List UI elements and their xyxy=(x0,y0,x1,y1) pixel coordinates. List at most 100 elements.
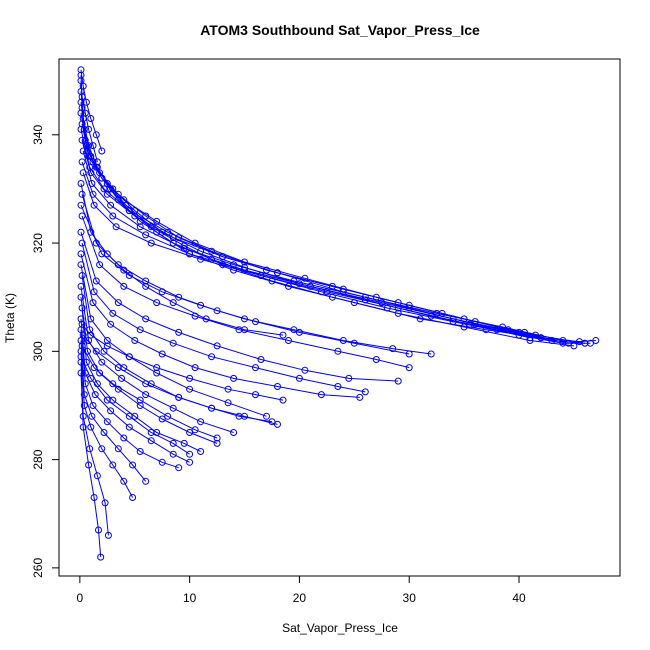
data-point xyxy=(328,293,336,301)
data-point xyxy=(153,369,161,377)
data-point xyxy=(169,404,177,412)
series-line xyxy=(80,232,399,382)
series-33 xyxy=(77,353,194,458)
data-point xyxy=(100,429,108,436)
data-point xyxy=(92,277,100,285)
data-point xyxy=(499,323,506,331)
series-7 xyxy=(77,125,528,336)
y-tick-label: 300 xyxy=(31,341,45,361)
data-point xyxy=(78,272,86,279)
data-point xyxy=(100,347,108,355)
data-point xyxy=(252,391,259,399)
data-point xyxy=(394,309,402,317)
chart-title: ATOM3 Southbound Sat_Vapor_Press_Ice xyxy=(200,22,480,38)
data-point xyxy=(109,309,117,317)
data-point xyxy=(394,299,402,307)
series-line xyxy=(80,329,179,469)
data-point xyxy=(118,374,126,382)
data-point xyxy=(323,288,331,296)
data-point xyxy=(559,337,567,344)
data-point xyxy=(191,426,199,434)
series-32 xyxy=(78,342,221,442)
data-point xyxy=(120,196,128,204)
data-point xyxy=(85,125,93,133)
data-point xyxy=(136,217,144,225)
data-point xyxy=(317,391,325,399)
data-point xyxy=(175,393,183,401)
series-26 xyxy=(77,337,150,485)
data-point xyxy=(169,439,177,447)
data-point xyxy=(274,269,281,277)
data-point xyxy=(109,380,117,388)
data-point xyxy=(339,337,347,344)
data-point xyxy=(114,445,122,453)
data-point xyxy=(78,190,86,198)
data-point xyxy=(230,374,238,382)
data-point xyxy=(77,71,85,79)
data-point xyxy=(208,353,216,361)
x-tick-label: 0 xyxy=(77,591,84,605)
data-point xyxy=(96,261,104,269)
data-point xyxy=(100,185,108,193)
data-point xyxy=(142,477,150,485)
data-point xyxy=(235,326,243,334)
x-tick-label: 10 xyxy=(183,591,197,605)
data-point xyxy=(97,553,105,561)
data-point xyxy=(107,320,115,328)
series-20 xyxy=(78,272,281,428)
series-line xyxy=(80,372,102,558)
series-line xyxy=(80,297,218,444)
data-point xyxy=(78,342,86,350)
data-point xyxy=(112,223,120,231)
data-point xyxy=(158,350,166,358)
data-point xyxy=(125,423,133,431)
data-point xyxy=(158,458,166,466)
series-14 xyxy=(77,201,435,358)
data-point xyxy=(361,388,369,396)
data-point xyxy=(109,212,117,220)
data-point xyxy=(103,396,111,404)
data-point xyxy=(125,207,133,215)
data-point xyxy=(109,461,117,469)
data-point xyxy=(114,299,122,307)
series-line xyxy=(80,351,134,498)
series-line xyxy=(80,362,109,536)
data-point xyxy=(142,380,150,388)
data-point xyxy=(114,364,122,372)
data-point xyxy=(345,374,353,382)
series-line xyxy=(80,80,596,343)
data-point xyxy=(104,531,112,539)
series-line xyxy=(81,323,284,401)
data-point xyxy=(169,234,177,242)
data-point xyxy=(78,304,86,312)
data-point xyxy=(89,142,97,150)
data-point xyxy=(131,212,139,220)
series-line xyxy=(80,340,147,482)
y-tick-label: 260 xyxy=(31,558,45,578)
data-point xyxy=(257,272,265,279)
data-point xyxy=(378,299,386,307)
data-point xyxy=(295,374,303,382)
data-point xyxy=(120,282,128,290)
series-line xyxy=(80,253,360,398)
x-axis-label: Sat_Vapor_Press_Ice xyxy=(282,621,398,635)
series-35 xyxy=(77,71,101,166)
data-point xyxy=(114,190,122,198)
data-point xyxy=(79,423,87,431)
data-point xyxy=(78,320,86,328)
data-point xyxy=(89,402,97,409)
data-point xyxy=(301,274,309,282)
data-point xyxy=(90,364,98,372)
data-point xyxy=(158,288,166,296)
data-point xyxy=(213,307,221,315)
x-tick-label: 20 xyxy=(293,591,307,605)
data-point xyxy=(356,393,364,401)
series-18 xyxy=(77,250,364,401)
series-line xyxy=(81,161,520,333)
data-point xyxy=(136,448,144,455)
data-point xyxy=(81,109,89,117)
data-point xyxy=(153,364,161,372)
data-point xyxy=(142,391,150,399)
data-point xyxy=(147,239,155,247)
data-point xyxy=(213,342,221,350)
